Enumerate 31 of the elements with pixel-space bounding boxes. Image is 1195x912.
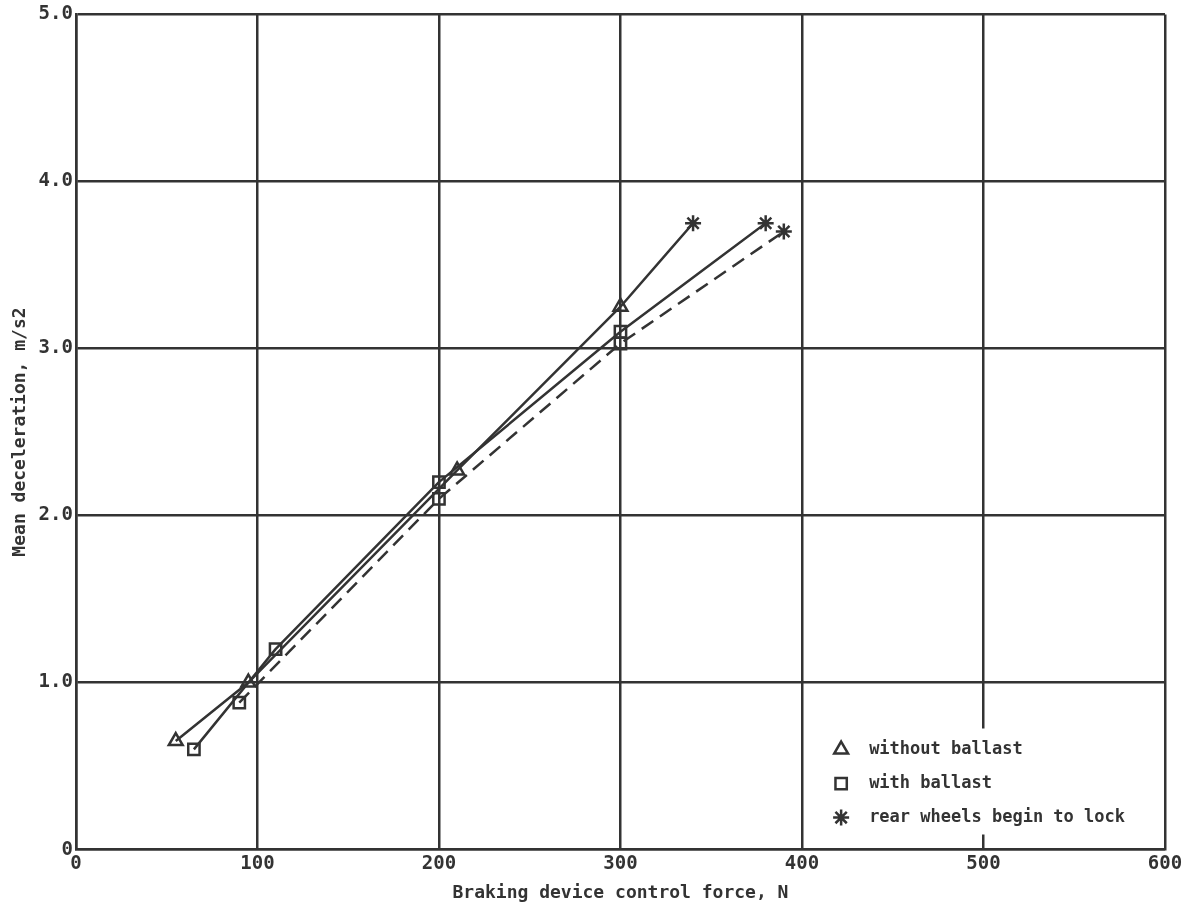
x-tick-label: 600 (1147, 850, 1183, 873)
legend-label: with ballast (869, 772, 992, 793)
x-tick-label: 100 (240, 850, 275, 873)
y-tick-label: 0 (61, 836, 73, 859)
y-tick-label: 3.0 (38, 335, 73, 358)
point (613, 336, 628, 351)
point (774, 222, 794, 241)
point (268, 642, 283, 657)
point (683, 213, 703, 233)
point (167, 731, 184, 747)
point (612, 297, 629, 312)
y-tick-label: 1.0 (38, 669, 73, 692)
x-tick-label: 500 (966, 850, 1001, 873)
x-tick-label: 300 (603, 850, 638, 873)
y-axis-title: Mean deceleration, m/s2 (8, 307, 30, 557)
point (432, 475, 446, 490)
point (613, 324, 628, 339)
point (432, 491, 446, 506)
legend-label: rear wheels begin to lock (869, 806, 1125, 827)
x-axis-title: Braking device control force, N (452, 880, 789, 902)
point (448, 461, 466, 476)
y-tick-label: 4.0 (38, 168, 73, 191)
y-tick-label: 5.0 (38, 1, 73, 24)
point (756, 213, 775, 233)
point (186, 742, 201, 757)
point (240, 673, 257, 688)
legend-label: without ballast (869, 738, 1023, 759)
y-tick-label: 2.0 (38, 502, 73, 525)
point (232, 695, 247, 710)
x-tick-label: 400 (784, 850, 820, 873)
x-tick-label: 200 (421, 850, 457, 873)
